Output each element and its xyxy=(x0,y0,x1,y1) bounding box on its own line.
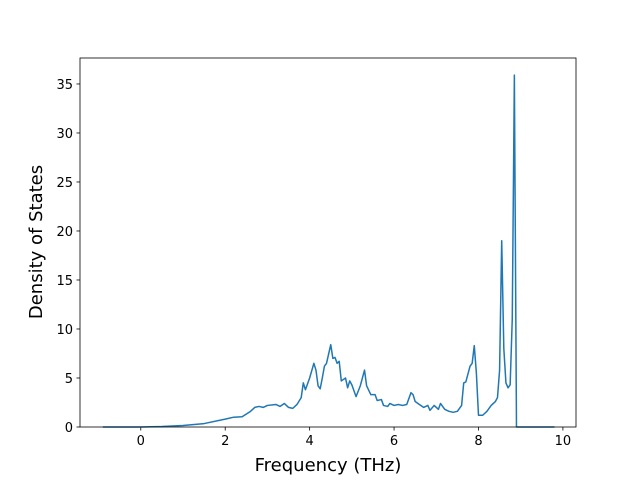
y-tick-label: 0 xyxy=(65,421,73,436)
plot-frame xyxy=(79,57,577,428)
x-tick-label: 6 xyxy=(390,434,398,449)
x-tick-label: 4 xyxy=(305,434,313,449)
x-tick-label: 2 xyxy=(221,434,229,449)
x-axis-label: Frequency (THz) xyxy=(255,455,402,476)
y-tick-label: 5 xyxy=(65,372,73,387)
x-tick-label: 0 xyxy=(137,434,145,449)
y-tick-label: 30 xyxy=(56,127,73,142)
line-series xyxy=(102,74,555,428)
y-axis-label: Density of States xyxy=(26,165,47,319)
x-tick-label: 8 xyxy=(474,434,482,449)
y-tick-label: 25 xyxy=(56,176,73,191)
y-tick-label: 15 xyxy=(56,274,73,289)
y-tick-label: 10 xyxy=(56,323,73,338)
y-tick-label: 35 xyxy=(56,78,73,93)
x-tick-label: 10 xyxy=(555,434,572,449)
y-tick-label: 20 xyxy=(56,225,73,240)
